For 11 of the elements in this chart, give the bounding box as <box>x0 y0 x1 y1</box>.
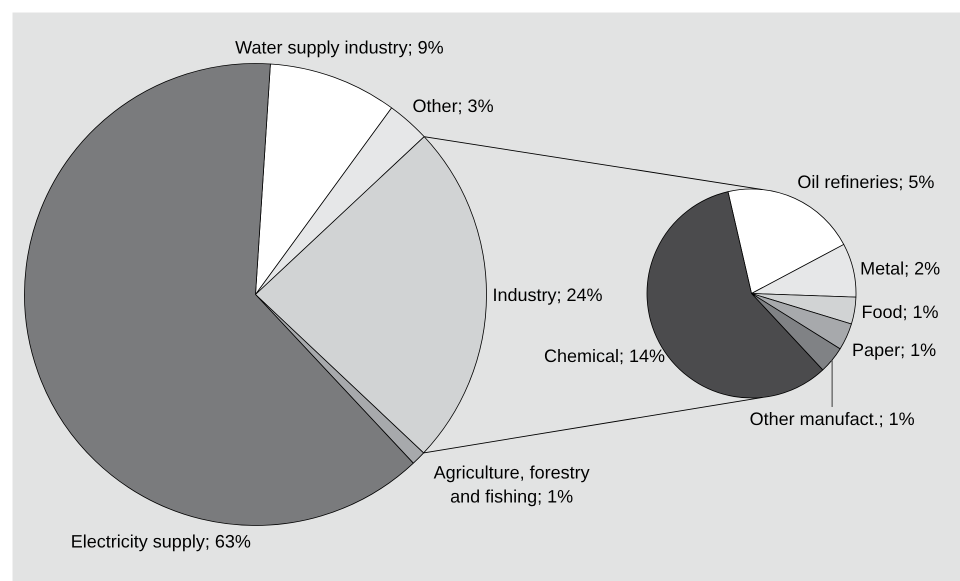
slice-label: Metal; 2% <box>860 258 940 278</box>
slice-label: Agriculture, forestry and fishing; 1% <box>434 462 590 506</box>
slice-label: Chemical; 14% <box>544 346 666 366</box>
slice-label: Food; 1% <box>861 302 939 322</box>
slice-label: Other manufact.; 1% <box>750 408 915 429</box>
slice-label: Industry; 24% <box>492 284 603 305</box>
slice-label: Other; 3% <box>412 96 494 116</box>
slice-label: Water supply industry; 9% <box>235 38 444 58</box>
slice-label: Oil refineries; 5% <box>797 172 934 192</box>
slice-label: Paper; 1% <box>852 340 936 360</box>
slice-label: Electricity supply; 63% <box>70 532 251 552</box>
